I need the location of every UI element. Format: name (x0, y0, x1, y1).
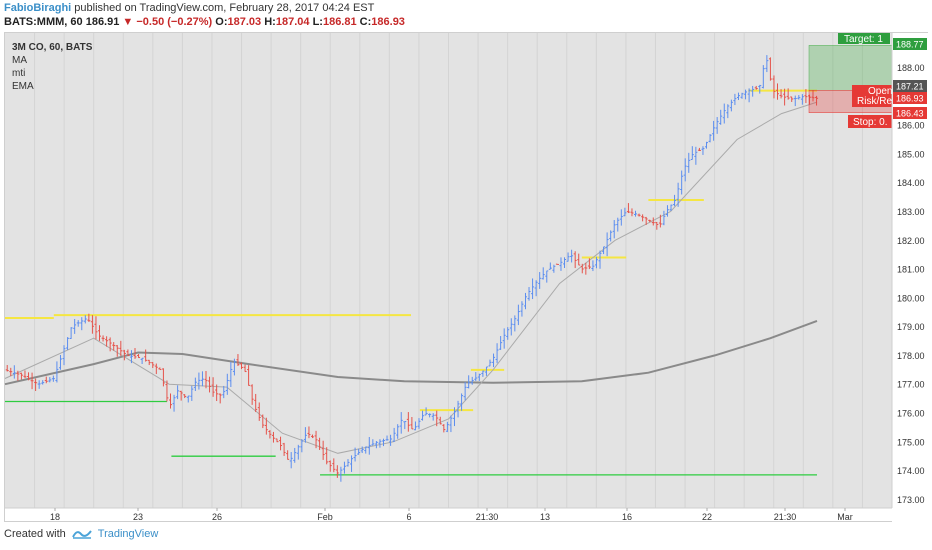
target-label-box (838, 33, 890, 44)
price-tag-box (893, 38, 927, 50)
y-tick-label: 176.00 (897, 409, 925, 419)
y-tick-label: 174.00 (897, 466, 925, 476)
y-tick-label: 182.00 (897, 236, 925, 246)
legend-item-mti[interactable]: mti (12, 68, 26, 79)
legend-item-ema[interactable]: EMA (12, 81, 34, 92)
price-tag-box (893, 80, 927, 92)
low-label: L: (312, 16, 323, 28)
stop-label: Stop: 0. (853, 117, 887, 128)
price-tag: 186.93 (896, 94, 924, 104)
low-value: 186.81 (322, 16, 357, 28)
legend-item-ma[interactable]: MA (12, 55, 27, 66)
x-tick-label: 21:30 (774, 512, 797, 522)
x-tick-label: Feb (317, 512, 333, 522)
x-tick-label: 23 (133, 512, 143, 522)
x-tick-label: 13 (540, 512, 550, 522)
ohlc-bar: BATS:MMM, 60 186.91 ▼ −0.50 (−0.27%) O:1… (4, 16, 405, 28)
high-label: H: (264, 16, 276, 28)
open-value: 187.03 (227, 16, 262, 28)
close-label: C: (359, 16, 372, 28)
footer: Created with TradingView (4, 528, 158, 540)
x-tick-label: 6 (406, 512, 411, 522)
y-tick-label: 173.00 (897, 495, 925, 505)
x-tick-label: 26 (212, 512, 222, 522)
high-value: 187.04 (275, 16, 310, 28)
price-change: −0.50 (−0.27%) (136, 16, 213, 28)
open-label: O: (215, 16, 228, 28)
ma-line (4, 319, 818, 386)
y-axis-area (892, 33, 928, 522)
published-text: published on TradingView.com, February 2… (74, 2, 375, 14)
y-tick-label: 184.00 (897, 178, 925, 188)
author-link[interactable]: FabioBiraghi (4, 2, 72, 14)
x-tick-label: 22 (702, 512, 712, 522)
last-price: 186.91 (85, 16, 120, 28)
y-tick-label: 180.00 (897, 293, 925, 303)
open-label-box (852, 85, 892, 107)
y-tick-label: 178.00 (897, 351, 925, 361)
y-tick-label: 181.00 (897, 265, 925, 275)
price-tag-box (893, 92, 927, 104)
open-label: Open (868, 86, 892, 97)
symbol-label: BATS:MMM, 60 (4, 16, 83, 28)
legend-title: 3M CO, 60, BATS (12, 42, 93, 53)
close-value: 186.93 (371, 16, 405, 28)
price-tag: 186.43 (896, 109, 924, 119)
price-tag-box (893, 107, 927, 119)
target-zone (808, 45, 893, 91)
y-tick-label: 175.00 (897, 437, 925, 447)
x-tick-label: 18 (50, 512, 60, 522)
x-tick-label: 16 (622, 512, 632, 522)
price-tag: 187.21 (896, 82, 924, 92)
x-tick-label: 21:30 (476, 512, 499, 522)
chart-legend: 3M CO, 60, BATS MA mti EMA (12, 41, 92, 93)
y-tick-label: 186.00 (897, 121, 925, 131)
created-with-label: Created with (4, 528, 66, 540)
price-tag: 188.77 (896, 40, 924, 50)
y-tick-label: 177.00 (897, 380, 925, 390)
y-tick-label: 188.00 (897, 63, 925, 73)
tradingview-logo-icon (71, 530, 92, 539)
y-tick-label: 179.00 (897, 322, 925, 332)
stop-label-box (848, 115, 892, 128)
y-tick-label: 185.00 (897, 149, 925, 159)
target-label: Target: 1 (844, 34, 883, 45)
x-tick-label: Mar (837, 512, 853, 522)
publish-header: FabioBiraghi published on TradingView.co… (4, 2, 374, 14)
down-arrow-icon: ▼ (122, 16, 134, 28)
y-tick-label: 183.00 (897, 207, 925, 217)
ema-line (4, 101, 818, 454)
risk-reward-label: Risk/Re (857, 96, 892, 107)
tradingview-brand-link[interactable]: TradingView (97, 528, 159, 540)
